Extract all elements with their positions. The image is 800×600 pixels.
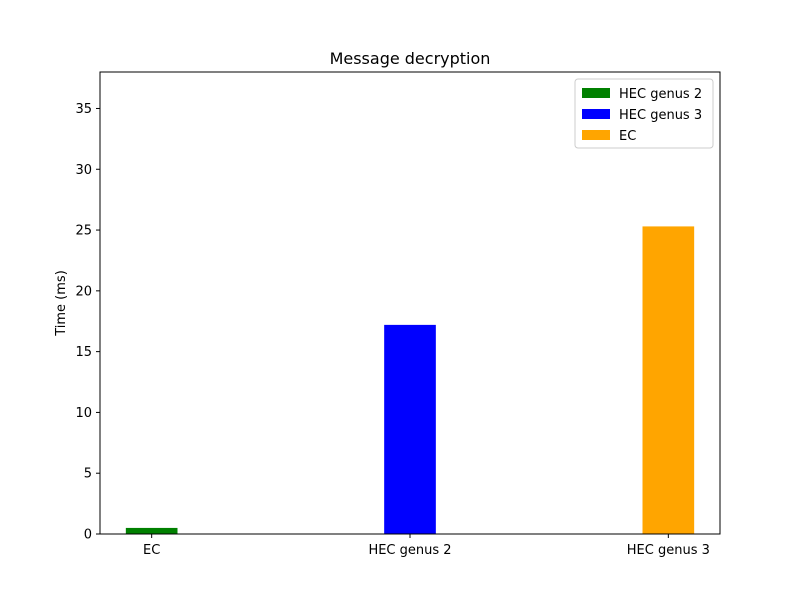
- legend: HEC genus 2 HEC genus 3 EC: [574, 78, 714, 149]
- bar-ec: [125, 527, 178, 534]
- y-tick-label: 30: [75, 163, 92, 178]
- y-tick-label: 5: [84, 467, 92, 482]
- y-tick-label: 20: [75, 284, 92, 299]
- legend-swatch: [582, 109, 610, 119]
- y-tick-label: 10: [75, 406, 92, 421]
- y-tick-label: 35: [75, 102, 92, 117]
- legend-label: HEC genus 3: [619, 108, 702, 123]
- y-tick-label: 0: [84, 528, 92, 543]
- y-axis-label: Time (ms): [54, 270, 69, 337]
- y-tick-label: 25: [75, 224, 92, 239]
- bar-hec-genus-2: [384, 324, 436, 534]
- legend-label: EC: [619, 129, 636, 144]
- legend-label: HEC genus 2: [619, 87, 702, 102]
- bar-hec-genus-3: [642, 226, 695, 534]
- chart-title: Message decryption: [330, 49, 491, 68]
- x-tick-label: HEC genus 3: [627, 543, 710, 558]
- y-tick-label: 15: [75, 345, 92, 360]
- legend-swatch: [582, 130, 610, 140]
- plot-area: 0 5 10 15 20 25 30 35 EC HEC genus 2 HEC genus 3: [75, 71, 721, 558]
- x-tick-label: HEC genus 2: [368, 543, 451, 558]
- x-tick-label: EC: [143, 543, 160, 558]
- legend-swatch: [582, 88, 610, 98]
